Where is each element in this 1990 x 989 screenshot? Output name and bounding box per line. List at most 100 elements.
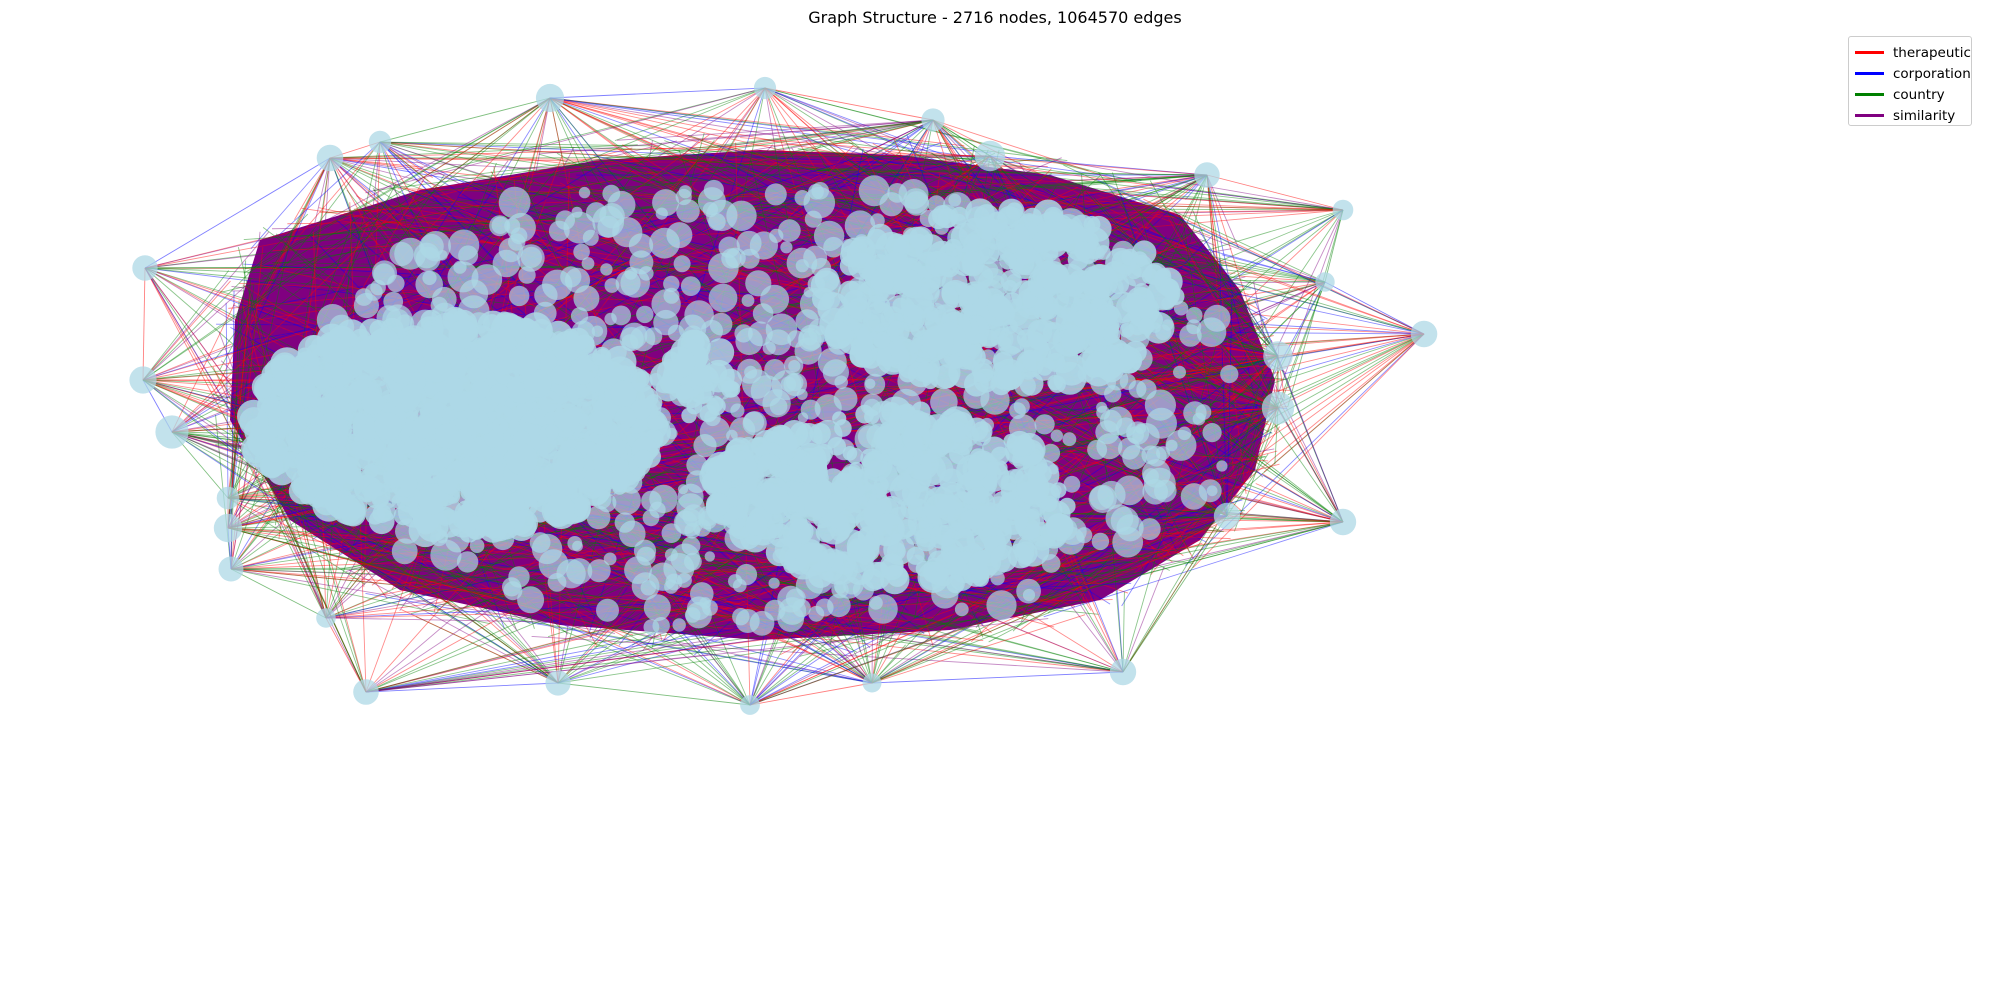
graph-node — [602, 184, 621, 203]
graph-node — [353, 292, 379, 319]
graph-node — [534, 283, 558, 307]
graph-edge — [329, 157, 1137, 201]
graph-edge — [989, 155, 1216, 246]
graph-node — [1022, 207, 1043, 228]
graph-edge — [749, 542, 1203, 706]
graph-edge — [1098, 172, 1344, 523]
graph-node — [863, 452, 888, 478]
graph-node — [1046, 352, 1066, 373]
graph-edge — [215, 157, 331, 390]
graph-node — [916, 360, 940, 383]
graph-node — [742, 369, 772, 399]
graph-edge — [230, 447, 252, 570]
graph-edge — [325, 591, 388, 619]
graph-edge — [408, 119, 934, 197]
graph-edge — [486, 155, 991, 159]
graph-node — [372, 260, 397, 286]
graph-edge — [749, 638, 767, 706]
graph-node — [312, 369, 333, 390]
graph-node — [789, 512, 808, 530]
graph-edge — [1253, 282, 1279, 409]
graph-edge — [171, 185, 523, 433]
graph-node — [676, 199, 700, 223]
graph-node — [954, 528, 975, 549]
graph-edge — [374, 568, 559, 684]
graph-node — [890, 338, 919, 366]
graph-edge — [1163, 206, 1326, 283]
graph-edge — [722, 87, 766, 161]
graph-node — [432, 286, 457, 312]
graph-edge — [508, 155, 991, 169]
graph-node — [518, 266, 536, 284]
graph-node — [1050, 429, 1064, 442]
graph-edge — [764, 87, 934, 121]
graph-edge — [750, 119, 934, 152]
graph-edge — [1204, 333, 1425, 524]
graph-edge — [329, 157, 1048, 167]
graph-node — [794, 337, 822, 365]
graph-edge — [557, 626, 676, 684]
graph-node — [353, 679, 379, 705]
graph-edge — [549, 87, 766, 99]
graph-node — [672, 618, 686, 632]
graph-node — [1216, 460, 1228, 472]
graph-edge — [549, 97, 767, 164]
graph-node — [745, 513, 768, 536]
graph-node — [1016, 578, 1041, 604]
graph-node — [1002, 318, 1019, 334]
graph-node — [785, 588, 806, 609]
graph-node — [934, 567, 954, 587]
graph-edge — [227, 527, 540, 611]
graph-edge — [1111, 172, 1228, 517]
graph-node — [631, 371, 653, 393]
graph-edge — [817, 170, 1208, 176]
graph-edge — [379, 141, 1057, 183]
graph-edge — [1226, 296, 1233, 517]
graph-edge — [1149, 180, 1344, 523]
graph-edge — [144, 267, 247, 406]
graph-node — [1022, 454, 1048, 479]
graph-node — [1027, 319, 1060, 352]
graph-edge — [1175, 407, 1279, 554]
graph-edge — [1237, 275, 1326, 283]
graph-edge — [283, 510, 559, 684]
graph-node — [283, 364, 307, 387]
graph-node — [757, 453, 782, 478]
graph-node — [263, 437, 288, 463]
graph-node — [600, 263, 613, 276]
graph-node — [1315, 272, 1335, 292]
legend-swatch-therapeutic — [1855, 51, 1884, 54]
graph-node — [572, 540, 583, 552]
graph-edge — [833, 617, 873, 684]
graph-edge — [171, 210, 396, 433]
graph-edge — [1048, 407, 1279, 600]
graph-edge — [171, 431, 371, 560]
graph-edge — [1206, 174, 1219, 267]
graph-edge — [1168, 218, 1344, 523]
graph-node — [655, 207, 668, 220]
graph-edge — [365, 592, 1021, 693]
graph-edge — [871, 437, 1253, 684]
graph-edge — [1122, 438, 1263, 673]
graph-node — [814, 267, 840, 293]
graph-edge — [227, 497, 366, 585]
graph-node — [1146, 407, 1177, 439]
graph-node — [506, 492, 525, 511]
graph-edge — [212, 366, 327, 619]
graph-node — [1072, 228, 1089, 245]
graph-node — [823, 236, 844, 258]
graph-node — [764, 359, 786, 381]
graph-node — [424, 355, 452, 383]
graph-node — [686, 596, 711, 621]
graph-edge — [474, 595, 751, 706]
graph-node — [962, 456, 988, 482]
graph-edge — [230, 489, 290, 570]
graph-edge — [171, 193, 439, 433]
graph-edge — [142, 277, 255, 381]
graph-node — [833, 387, 858, 411]
graph-node — [566, 384, 582, 401]
graph-node — [803, 245, 828, 270]
graph-node — [369, 329, 389, 349]
graph-node — [922, 325, 954, 358]
graph-edge — [144, 147, 633, 269]
